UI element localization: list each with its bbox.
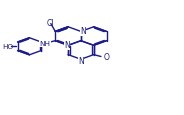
Text: Cl: Cl xyxy=(47,18,55,27)
Text: N: N xyxy=(78,56,84,65)
Text: O: O xyxy=(103,53,109,62)
Text: NH: NH xyxy=(39,41,50,47)
Text: N: N xyxy=(64,41,70,50)
Text: HO: HO xyxy=(3,44,14,50)
Text: N: N xyxy=(80,27,86,36)
